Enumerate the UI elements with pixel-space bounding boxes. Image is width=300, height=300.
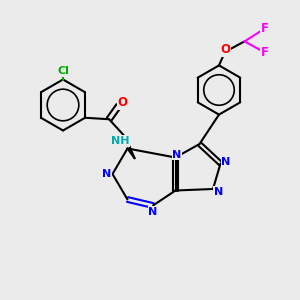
Text: N: N <box>172 149 182 160</box>
Text: N: N <box>221 157 230 167</box>
Text: O: O <box>220 43 231 56</box>
Text: NH: NH <box>111 136 129 146</box>
Text: N: N <box>148 207 158 217</box>
Text: F: F <box>261 46 268 59</box>
Text: N: N <box>214 187 223 197</box>
Text: N: N <box>103 169 112 179</box>
Text: O: O <box>117 96 127 109</box>
Text: Cl: Cl <box>57 66 69 76</box>
Text: F: F <box>261 22 268 35</box>
